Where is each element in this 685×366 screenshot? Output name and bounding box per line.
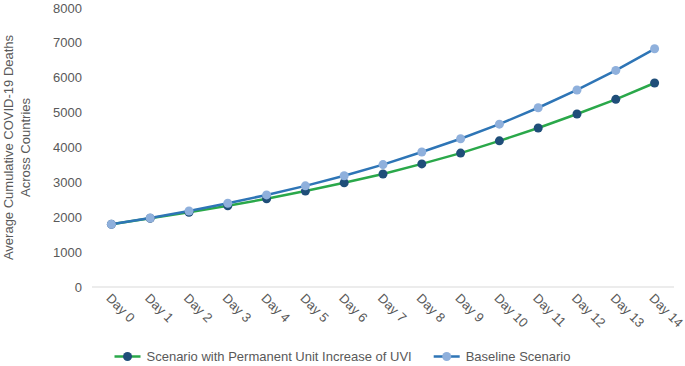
y-tick-label: 1000 — [53, 245, 82, 260]
data-point — [611, 95, 620, 104]
data-point — [456, 149, 465, 158]
series-line — [111, 49, 654, 224]
data-point — [573, 85, 582, 94]
legend-label: Baseline Scenario — [466, 349, 571, 364]
data-point — [456, 134, 465, 143]
y-tick-label: 4000 — [53, 140, 82, 155]
data-point — [534, 103, 543, 112]
x-tick-label: Day 3 — [220, 291, 255, 326]
legend-key-marker — [442, 352, 451, 361]
data-point — [185, 206, 194, 215]
data-point — [107, 220, 116, 229]
x-tick-label: Day 5 — [297, 291, 332, 326]
data-point — [417, 159, 426, 168]
x-tick-label: Day 10 — [491, 291, 531, 331]
data-point — [340, 171, 349, 180]
data-point — [146, 213, 155, 222]
data-point — [262, 190, 271, 199]
y-tick-label: 3000 — [53, 175, 82, 190]
data-point — [495, 136, 504, 145]
x-tick-label: Day 7 — [375, 291, 410, 326]
data-point — [611, 66, 620, 75]
x-tick-label: Day 9 — [452, 291, 487, 326]
x-tick-label: Day 11 — [530, 291, 569, 330]
x-tick-label: Day 12 — [569, 291, 609, 331]
data-point — [379, 170, 388, 179]
y-tick-label: 7000 — [53, 35, 82, 50]
y-tick-label: 0 — [75, 280, 82, 295]
x-tick-label: Day 8 — [414, 291, 449, 326]
series-line — [111, 83, 654, 224]
x-axis-line — [92, 287, 674, 288]
data-point — [650, 78, 659, 87]
data-point — [573, 110, 582, 119]
data-point — [534, 123, 543, 132]
x-tick-label: Day 13 — [608, 291, 648, 331]
plot-area — [107, 44, 659, 228]
x-tick-label: Day 6 — [336, 291, 371, 326]
legend-key-marker — [123, 352, 132, 361]
data-point — [495, 120, 504, 129]
data-point — [301, 181, 310, 190]
data-point — [146, 214, 155, 223]
x-tick-label: Day 0 — [103, 291, 138, 326]
x-tick-label: Day 4 — [258, 291, 293, 326]
data-point — [107, 220, 116, 229]
y-axis-label-line: Across Countries — [18, 98, 33, 197]
legend-label: Scenario with Permanent Unit Increase of… — [147, 349, 412, 364]
chart: 010002000300040005000600070008000Day 0Da… — [0, 0, 685, 366]
x-tick-label: Day 2 — [181, 291, 216, 326]
legend: Scenario with Permanent Unit Increase of… — [115, 349, 571, 364]
data-point — [417, 148, 426, 157]
data-point — [223, 199, 232, 208]
data-point — [379, 160, 388, 169]
y-tick-label: 6000 — [53, 70, 82, 85]
y-axis-range — [92, 8, 93, 287]
x-tick-label: Day 14 — [646, 291, 685, 331]
y-tick-label: 5000 — [53, 105, 82, 120]
y-axis-label: Average Cumulative COVID-19 DeathsAcross… — [1, 34, 33, 260]
x-tick-label: Day 1 — [142, 291, 177, 326]
y-axis-label-line: Average Cumulative COVID-19 Deaths — [1, 34, 16, 260]
data-point — [650, 44, 659, 53]
y-tick-label: 2000 — [53, 210, 82, 225]
y-tick-label: 8000 — [53, 1, 82, 16]
